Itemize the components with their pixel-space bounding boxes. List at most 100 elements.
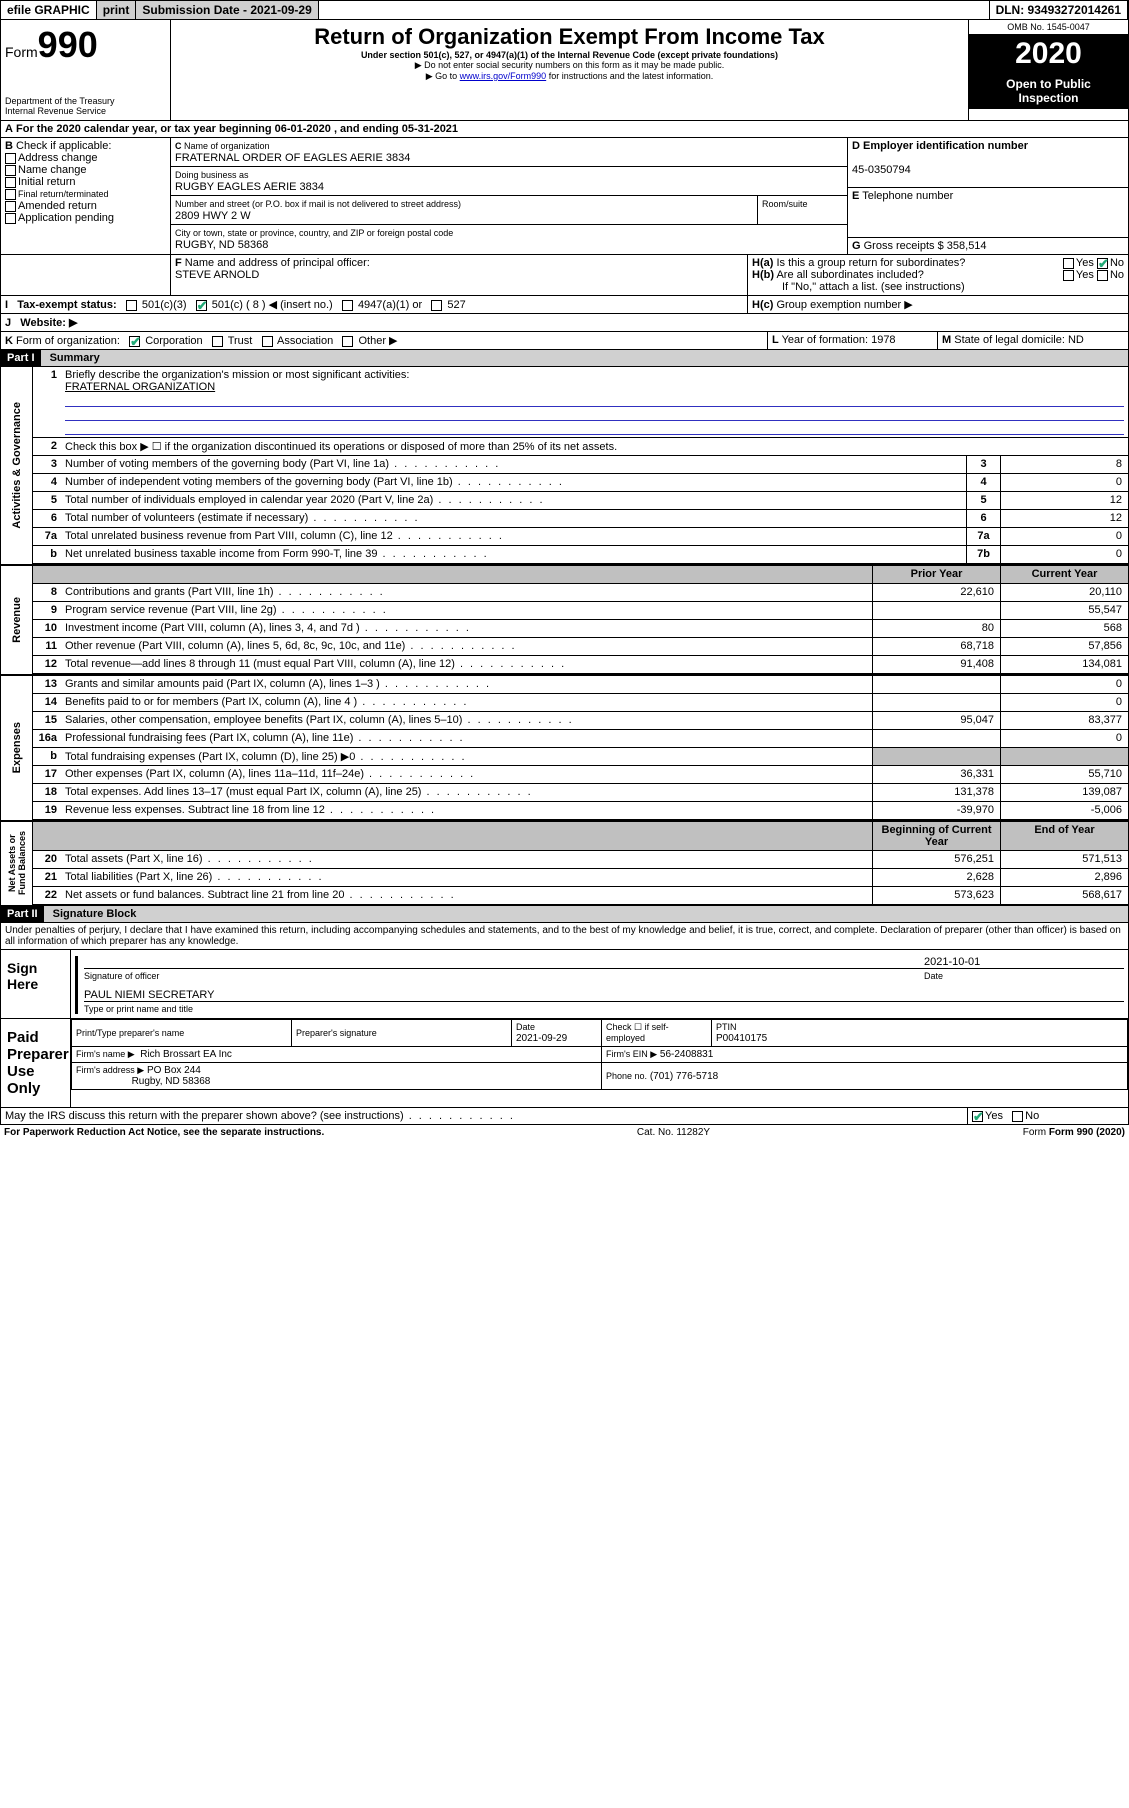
line-22: Net assets or fund balances. Subtract li… — [61, 887, 872, 904]
curr-19: -5,006 — [1000, 802, 1128, 819]
line-16a: Professional fundraising fees (Part IX, … — [61, 730, 872, 747]
line-4: Number of independent voting members of … — [61, 474, 966, 491]
curr-20: 571,513 — [1000, 851, 1128, 868]
dept-treasury: Department of the Treasury Internal Reve… — [5, 96, 166, 116]
prior-22: 573,623 — [872, 887, 1000, 904]
val-7b: 0 — [1000, 546, 1128, 563]
curr-b — [1000, 748, 1128, 765]
col-beginning: Beginning of Current Year — [872, 822, 1000, 850]
chk-trust[interactable] — [212, 336, 223, 347]
print-button[interactable]: print — [97, 1, 137, 19]
mission: FRATERNAL ORGANIZATION — [65, 381, 215, 393]
paid-preparer: Paid Preparer Use Only — [1, 1019, 71, 1107]
line-17: Other expenses (Part IX, column (A), lin… — [61, 766, 872, 783]
line-7b: Net unrelated business taxable income fr… — [61, 546, 966, 563]
form-word: Form — [5, 44, 38, 60]
ptin: P00410175 — [716, 1033, 767, 1044]
chk-corp[interactable] — [129, 336, 140, 347]
chk-discuss-yes[interactable] — [972, 1111, 983, 1122]
side-revenue: Revenue — [9, 593, 25, 647]
curr-15: 83,377 — [1000, 712, 1128, 729]
firm-addr1: PO Box 244 — [147, 1065, 201, 1076]
subtitle-1: Under section 501(c), 527, or 4947(a)(1)… — [175, 50, 964, 60]
prior-16a — [872, 730, 1000, 747]
line-8: Contributions and grants (Part VIII, lin… — [61, 584, 872, 601]
curr-13: 0 — [1000, 676, 1128, 693]
state-domicile: ND — [1068, 334, 1084, 346]
prior-9 — [872, 602, 1000, 619]
dba-name: RUGBY EAGLES AERIE 3834 — [175, 181, 324, 193]
curr-8: 20,110 — [1000, 584, 1128, 601]
cat-no: Cat. No. 11282Y — [637, 1127, 710, 1138]
prior-11: 68,718 — [872, 638, 1000, 655]
val-7a: 0 — [1000, 528, 1128, 545]
year-formation: 1978 — [871, 334, 895, 346]
submission-date[interactable]: Submission Date - 2021-09-29 — [136, 1, 318, 19]
chk-527[interactable] — [431, 300, 442, 311]
sign-here: Sign Here — [1, 950, 71, 1018]
line-19: Revenue less expenses. Subtract line 18 … — [61, 802, 872, 819]
chk-hb-yes[interactable] — [1063, 270, 1074, 281]
chk-final-return[interactable] — [5, 189, 16, 200]
firm-name: Rich Brossart EA Inc — [140, 1049, 232, 1060]
line-12: Total revenue—add lines 8 through 11 (mu… — [61, 656, 872, 673]
side-net-assets: Net Assets or Fund Balances — [5, 827, 29, 899]
chk-ha-no[interactable] — [1097, 258, 1108, 269]
prior-14 — [872, 694, 1000, 711]
curr-11: 57,856 — [1000, 638, 1128, 655]
chk-initial-return[interactable] — [5, 177, 16, 188]
chk-4947[interactable] — [342, 300, 353, 311]
chk-501c3[interactable] — [126, 300, 137, 311]
chk-other[interactable] — [342, 336, 353, 347]
line-3: Number of voting members of the governin… — [61, 456, 966, 473]
chk-discuss-no[interactable] — [1012, 1111, 1023, 1122]
b-label: Check if applicable: — [16, 140, 111, 152]
topbar: efile GRAPHIC print Submission Date - 20… — [0, 0, 1129, 20]
form-footer: Form 990 (2020) — [1049, 1127, 1125, 1138]
chk-name-change[interactable] — [5, 165, 16, 176]
curr-9: 55,547 — [1000, 602, 1128, 619]
line-20: Total assets (Part X, line 16) — [61, 851, 872, 868]
line-9: Program service revenue (Part VIII, line… — [61, 602, 872, 619]
prior-12: 91,408 — [872, 656, 1000, 673]
street-address: 2809 HWY 2 W — [175, 210, 251, 222]
city-state-zip: RUGBY, ND 58368 — [175, 239, 268, 251]
prior-10: 80 — [872, 620, 1000, 637]
curr-16a: 0 — [1000, 730, 1128, 747]
chk-address-change[interactable] — [5, 153, 16, 164]
line-7a: Total unrelated business revenue from Pa… — [61, 528, 966, 545]
efile-label: efile GRAPHIC — [1, 1, 97, 19]
curr-17: 55,710 — [1000, 766, 1128, 783]
chk-amended[interactable] — [5, 201, 16, 212]
chk-assoc[interactable] — [262, 336, 273, 347]
curr-22: 568,617 — [1000, 887, 1128, 904]
form-title: Return of Organization Exempt From Incom… — [175, 24, 964, 50]
prior-15: 95,047 — [872, 712, 1000, 729]
website-label: Website: ▶ — [20, 317, 77, 329]
ein: 45-0350794 — [852, 164, 911, 176]
form-header: Form990 Department of the Treasury Inter… — [0, 20, 1129, 121]
prior-21: 2,628 — [872, 869, 1000, 886]
instructions-link[interactable]: www.irs.gov/Form990 — [460, 71, 547, 81]
prior-19: -39,970 — [872, 802, 1000, 819]
org-name: FRATERNAL ORDER OF EAGLES AERIE 3834 — [175, 152, 410, 164]
chk-ha-yes[interactable] — [1063, 258, 1074, 269]
sig-date: 2021-10-01 — [924, 956, 1124, 968]
val-3: 8 — [1000, 456, 1128, 473]
line-10: Investment income (Part VIII, column (A)… — [61, 620, 872, 637]
omb-number: OMB No. 1545-0047 — [969, 20, 1128, 35]
curr-10: 568 — [1000, 620, 1128, 637]
curr-18: 139,087 — [1000, 784, 1128, 801]
line-b: Total fundraising expenses (Part IX, col… — [61, 748, 872, 765]
chk-app-pending[interactable] — [5, 213, 16, 224]
line-18: Total expenses. Add lines 13–17 (must eq… — [61, 784, 872, 801]
line-5: Total number of individuals employed in … — [61, 492, 966, 509]
declaration: Under penalties of perjury, I declare th… — [0, 923, 1129, 950]
pra-notice: For Paperwork Reduction Act Notice, see … — [4, 1127, 324, 1138]
phone-label: Telephone number — [862, 190, 953, 202]
chk-501c[interactable] — [196, 300, 207, 311]
val-6: 12 — [1000, 510, 1128, 527]
side-activities-governance: Activities & Governance — [9, 398, 25, 533]
discuss-question: May the IRS discuss this return with the… — [5, 1110, 404, 1122]
chk-hb-no[interactable] — [1097, 270, 1108, 281]
